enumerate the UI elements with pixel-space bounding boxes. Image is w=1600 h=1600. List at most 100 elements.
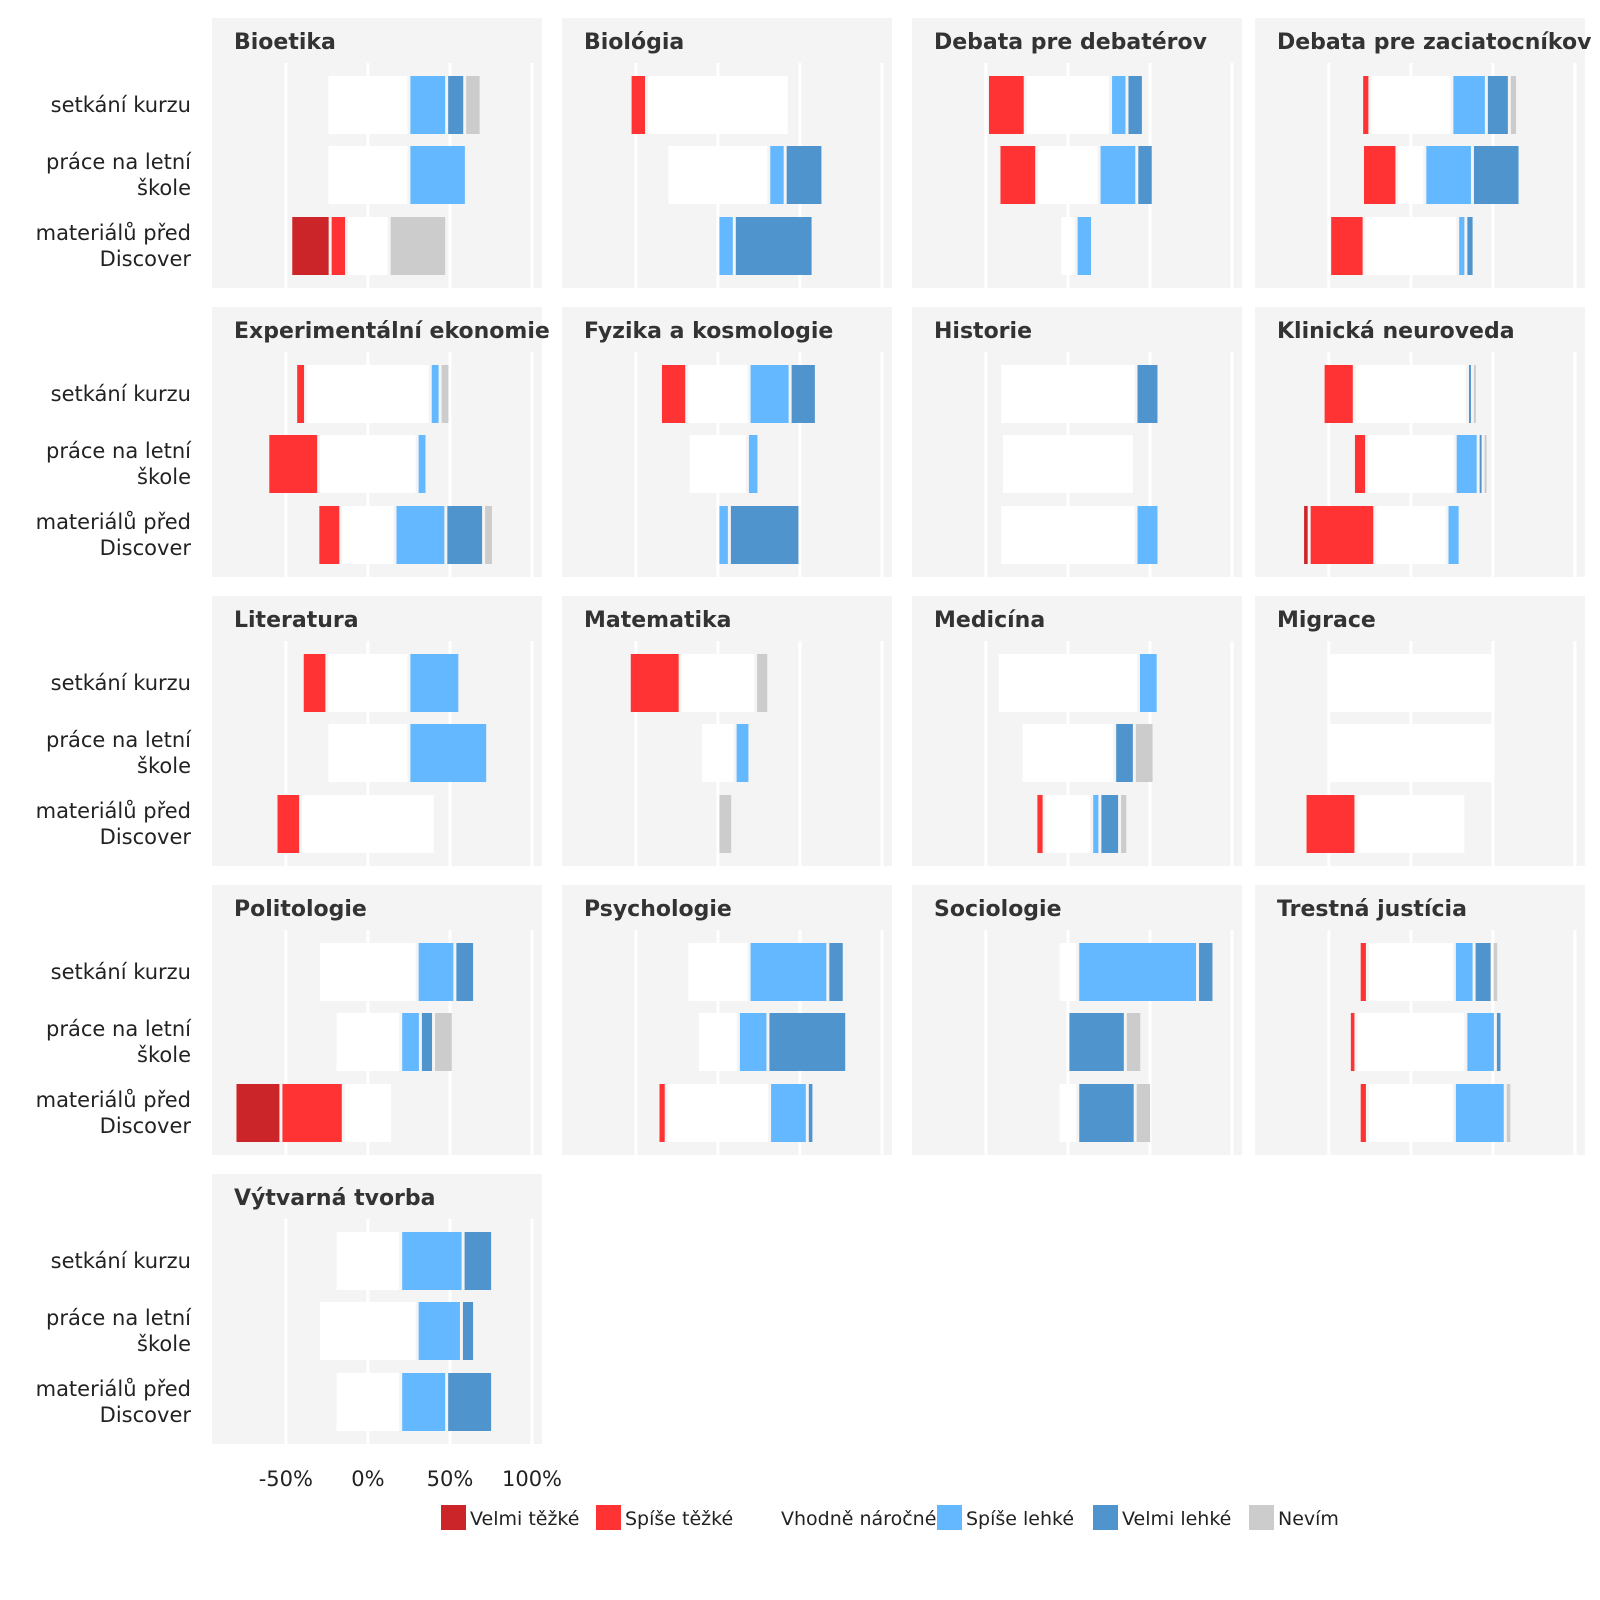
legend-swatch <box>441 1505 466 1530</box>
panel-debata-pre-zaciatocnikov: Debata pre zaciatocníkov <box>1255 18 1592 288</box>
bar-nevim-row-2 <box>435 1013 452 1071</box>
bar-vhodne-narocne-row-1 <box>998 654 1137 712</box>
bar-vhodne-narocne-row-1 <box>648 76 788 134</box>
bar-spise-lehke-row-2 <box>1426 146 1471 204</box>
bar-spise-lehke-row-2 <box>739 1013 767 1071</box>
bar-nevim-row-3 <box>719 795 732 853</box>
bar-vhodne-narocne-row-1 <box>1330 654 1492 712</box>
bar-vhodne-narocne-row-3 <box>1061 217 1075 275</box>
bar-nevim-row-1 <box>441 365 449 423</box>
bar-vhodne-narocne-row-2 <box>1002 435 1133 493</box>
bar-velmi-lehke-row-1 <box>456 943 474 1001</box>
legend-label: Nevím <box>1278 1508 1339 1530</box>
bar-vhodne-narocne-row-1 <box>1371 76 1451 134</box>
bar-vhodne-narocne-row-3 <box>1045 795 1091 853</box>
bar-velmi-lehke-row-3 <box>1101 795 1119 853</box>
bar-spise-lehke-row-2 <box>748 435 758 493</box>
bar-nevim-row-3 <box>1506 1084 1511 1142</box>
bar-spise-lehke-row-2 <box>410 146 465 204</box>
bar-velmi-lehke-row-3 <box>448 1373 492 1431</box>
bar-velmi-lehke-row-2 <box>1496 1013 1501 1071</box>
bar-vhodne-narocne-row-2 <box>328 724 408 782</box>
panel-klinicka-neuroveda: Klinická neuroveda <box>1255 307 1585 577</box>
bar-spise-tezke-row-3 <box>1331 217 1363 275</box>
bar-spise-tezke-row-3 <box>1037 795 1043 853</box>
bar-spise-lehke-row-3 <box>1093 795 1099 853</box>
bar-vhodne-narocne-row-3 <box>667 1084 769 1142</box>
bar-spise-tezke-row-3 <box>277 795 300 853</box>
legend-item-vhodne-narocne: Vhodně náročné <box>752 1505 936 1530</box>
bar-vhodne-narocne-row-2 <box>320 435 416 493</box>
legend-item-nevim: Nevím <box>1249 1505 1339 1530</box>
bar-spise-lehke-row-3 <box>1137 506 1158 564</box>
legend-label: Velmi těžké <box>470 1508 579 1530</box>
bar-velmi-lehke-row-2 <box>769 1013 846 1071</box>
bar-spise-lehke-row-1 <box>1455 943 1473 1001</box>
bar-spise-lehke-row-1 <box>418 943 454 1001</box>
bar-nevim-row-3 <box>485 506 492 564</box>
bar-vhodne-narocne-row-2 <box>328 146 408 204</box>
bar-vhodne-narocne-row-3 <box>336 1373 400 1431</box>
bar-vhodne-narocne-row-1 <box>1001 365 1135 423</box>
legend-swatch <box>596 1505 621 1530</box>
bar-spise-tezke-row-1 <box>630 654 679 712</box>
panel-migrace: Migrace <box>1255 596 1585 866</box>
row-label: práce na letní škole <box>46 1306 192 1356</box>
bar-velmi-tezke-row-3 <box>236 1084 280 1142</box>
bar-vhodne-narocne-row-1 <box>1059 943 1077 1001</box>
bar-velmi-lehke-row-3 <box>730 506 799 564</box>
panel-title: Fyzika a kosmologie <box>584 319 833 344</box>
panel-title: Debata pre debatérov <box>934 30 1208 55</box>
panel-title: Matematika <box>584 608 731 633</box>
bar-nevim-row-1 <box>1473 365 1476 423</box>
panel-matematika: Matematika <box>562 596 892 866</box>
bar-spise-lehke-row-1 <box>1112 76 1126 134</box>
bar-spise-tezke-row-1 <box>661 365 686 423</box>
bar-velmi-tezke-row-3 <box>1304 506 1308 564</box>
bar-vhodne-narocne-row-2 <box>689 435 746 493</box>
bar-nevim-row-1 <box>1493 943 1498 1001</box>
facet-panels: Bioetika Biológia Debata pre debatérov Deba… <box>212 18 1592 1444</box>
bar-spise-lehke-row-1 <box>750 943 827 1001</box>
bar-velmi-lehke-row-2 <box>1138 146 1152 204</box>
bar-spise-lehke-row-2 <box>402 1013 419 1071</box>
panel-title: Sociologie <box>934 897 1062 922</box>
row-label: setkání kurzu <box>51 960 191 984</box>
bar-spise-tezke-row-3 <box>659 1084 665 1142</box>
bar-spise-lehke-row-3 <box>396 506 445 564</box>
x-tick-label: 50% <box>427 1467 474 1491</box>
x-tick-label: 0% <box>351 1467 384 1491</box>
legend-label: Vhodně náročné <box>781 1508 936 1530</box>
panel-biologia: Biológia <box>562 18 892 288</box>
bar-velmi-lehke-row-1 <box>1475 943 1491 1001</box>
row-label: práce na letní škole <box>46 150 192 200</box>
bar-spise-lehke-row-2 <box>736 724 749 782</box>
bar-nevim-row-1 <box>757 654 768 712</box>
bar-spise-lehke-row-3 <box>719 217 733 275</box>
bar-vhodne-narocne-row-2 <box>1330 724 1492 782</box>
bar-velmi-lehke-row-1 <box>1199 943 1213 1001</box>
bar-spise-lehke-row-1 <box>410 654 459 712</box>
bar-vhodne-narocne-row-3 <box>1001 506 1135 564</box>
legend-item-spise-tezke: Spíše těžké <box>596 1505 733 1530</box>
bar-vhodne-narocne-row-1 <box>328 654 408 712</box>
panel-title: Medicína <box>934 608 1045 633</box>
bar-vhodne-narocne-row-1 <box>681 654 755 712</box>
bar-velmi-lehke-row-3 <box>735 217 812 275</box>
panel-bioetika: Bioetika <box>212 18 542 288</box>
bar-spise-lehke-row-1 <box>402 1232 462 1290</box>
bar-velmi-lehke-row-2 <box>786 146 822 204</box>
bar-spise-lehke-row-3 <box>1077 217 1092 275</box>
bar-spise-lehke-row-3 <box>1459 217 1465 275</box>
bar-spise-lehke-row-3 <box>1455 1084 1504 1142</box>
bar-spise-tezke-row-3 <box>1306 795 1355 853</box>
bar-velmi-lehke-row-3 <box>447 506 483 564</box>
bar-spise-tezke-row-2 <box>1354 435 1366 493</box>
bar-vhodne-narocne-row-2 <box>1038 146 1098 204</box>
bar-spise-tezke-row-3 <box>331 217 346 275</box>
panel-title: Trestná justícia <box>1277 897 1467 922</box>
legend-item-velmi-tezke: Velmi těžké <box>441 1505 579 1530</box>
bar-velmi-lehke-row-1 <box>464 1232 492 1290</box>
panel-title: Biológia <box>584 30 684 55</box>
